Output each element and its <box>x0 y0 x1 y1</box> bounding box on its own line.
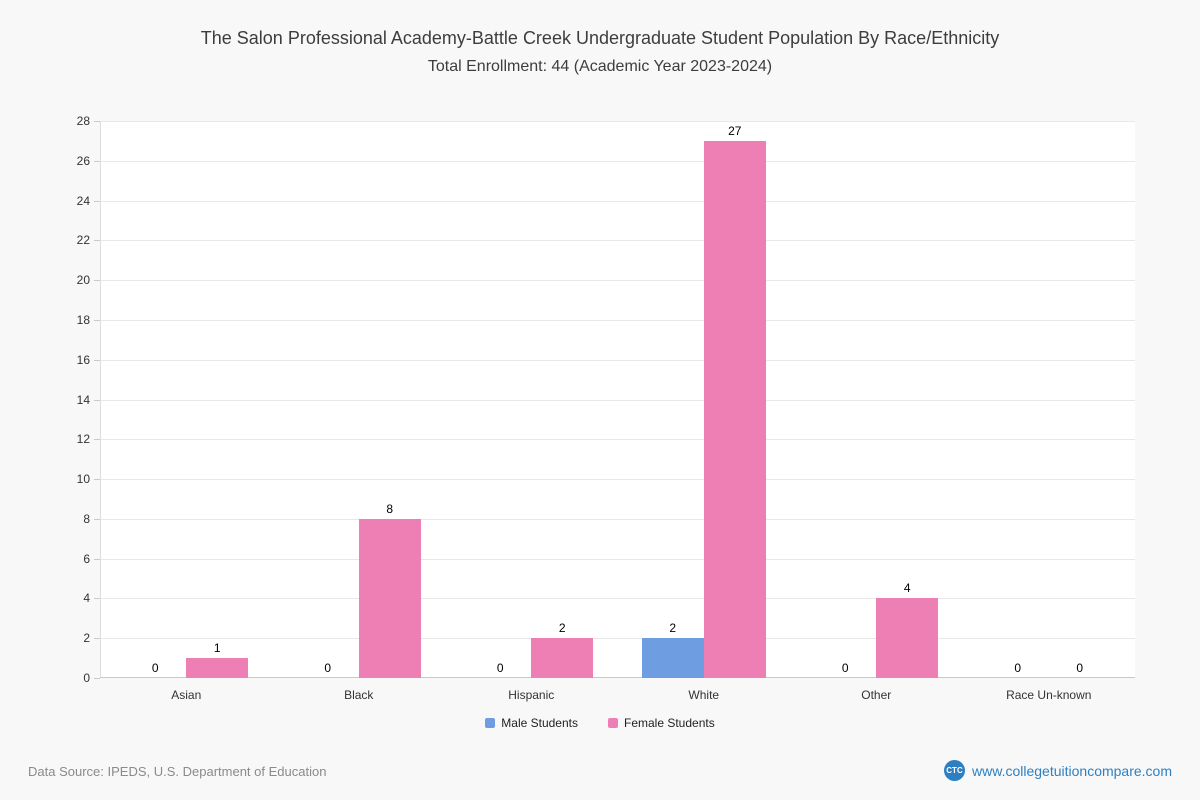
website-link[interactable]: www.collegetuitioncompare.com <box>972 762 1172 779</box>
y-tick-label: 24 <box>76 193 90 208</box>
y-tick-label: 0 <box>83 671 90 685</box>
ctc-logo-icon: CTC <box>944 760 966 781</box>
gridline <box>100 439 1135 441</box>
y-axis-tick <box>94 479 100 481</box>
y-axis-tick <box>94 160 100 162</box>
y-tick-label: 20 <box>76 273 90 288</box>
bar-female-students-hispanic <box>531 638 594 678</box>
y-tick-label: 16 <box>76 352 90 367</box>
y-tick-label: 26 <box>76 153 90 168</box>
y-axis-tick <box>94 399 100 401</box>
y-axis-tick <box>94 518 100 520</box>
bar-female-students-white <box>703 140 766 678</box>
y-axis-tick <box>94 678 100 679</box>
legend-item-male-students[interactable]: Male Students <box>485 716 578 730</box>
bar-value-label: 0 <box>841 661 849 675</box>
y-axis-tick <box>94 319 100 321</box>
y-tick-label: 2 <box>83 631 90 646</box>
y-tick-label: 18 <box>76 312 90 327</box>
x-axis-label-other: Other <box>861 688 892 702</box>
gridline <box>100 518 1135 520</box>
data-source-note: Data Source: IPEDS, U.S. Department of E… <box>28 764 327 779</box>
bar-value-label: 0 <box>1014 661 1022 675</box>
bar-value-label: 27 <box>728 123 742 138</box>
y-axis-tick <box>94 638 100 640</box>
y-tick-label: 12 <box>76 432 90 447</box>
y-axis-tick <box>94 598 100 600</box>
y-axis-tick <box>94 121 100 122</box>
chart-subtitle: Total Enrollment: 44 (Academic Year 2023… <box>427 58 773 75</box>
y-axis-tick <box>94 359 100 361</box>
bar-value-label: 0 <box>151 661 159 675</box>
bar-value-label: 2 <box>669 621 677 636</box>
x-axis-label-black: Black <box>344 688 374 702</box>
y-axis-tick <box>94 240 100 242</box>
y-tick-label: 10 <box>76 472 90 487</box>
y-axis-tick <box>94 558 100 560</box>
bar-female-students-other <box>876 598 939 678</box>
gridline <box>100 598 1135 600</box>
bar-value-label: 0 <box>496 661 504 675</box>
x-axis-label-white: White <box>688 688 720 702</box>
bar-value-label: 0 <box>1076 661 1084 675</box>
gridline <box>100 638 1135 640</box>
x-axis-line <box>100 677 1135 678</box>
y-tick-label: 4 <box>83 591 90 606</box>
y-tick-label: 28 <box>76 114 90 128</box>
legend-marker-icon <box>485 718 496 728</box>
gridline <box>100 359 1135 361</box>
legend-marker-icon <box>608 718 618 728</box>
legend-item-female-students[interactable]: Female Students <box>608 716 715 730</box>
gridline <box>100 280 1135 282</box>
gridline <box>100 160 1135 162</box>
plot-area: 0 2 4 6 8 10 12 14 16 18 20 22 24 26 28 Asian 0 1 Black 0 8 H… <box>77 114 1135 702</box>
y-axis-tick <box>94 200 100 202</box>
y-tick-label: 8 <box>83 511 90 526</box>
bar-female-students-asian <box>186 658 249 678</box>
bar-value-label: 8 <box>386 501 394 516</box>
gridline <box>100 121 1135 122</box>
bar-female-students-black <box>358 518 421 678</box>
y-tick-label: 6 <box>83 551 90 566</box>
site-attribution: CTC www.collegetuitioncompare.com <box>944 760 1172 781</box>
legend-label: Male Students <box>501 716 578 730</box>
y-tick-label: 22 <box>76 233 90 248</box>
bar-value-label: 2 <box>558 621 566 636</box>
gridline <box>100 479 1135 481</box>
y-axis-tick <box>94 439 100 441</box>
x-axis-label-hispanic: Hispanic <box>508 688 555 702</box>
x-axis-label-asian: Asian <box>171 688 202 702</box>
bar-male-students-white <box>641 638 704 678</box>
chart-title: The Salon Professional Academy-Battle Cr… <box>200 28 1000 48</box>
chart-legend: Male Students Female Students <box>0 716 1200 730</box>
bar-value-label: 0 <box>324 661 332 675</box>
x-axis-label-race-un-known: Race Un-known <box>1006 688 1092 702</box>
gridline <box>100 240 1135 242</box>
legend-label: Female Students <box>624 716 715 730</box>
y-axis-tick <box>94 280 100 282</box>
gridline <box>100 319 1135 321</box>
bar-value-label: 1 <box>213 641 221 656</box>
gridline <box>100 399 1135 401</box>
gridline <box>100 558 1135 560</box>
gridline <box>100 200 1135 202</box>
bar-value-label: 4 <box>903 581 911 596</box>
y-tick-label: 14 <box>76 392 90 407</box>
